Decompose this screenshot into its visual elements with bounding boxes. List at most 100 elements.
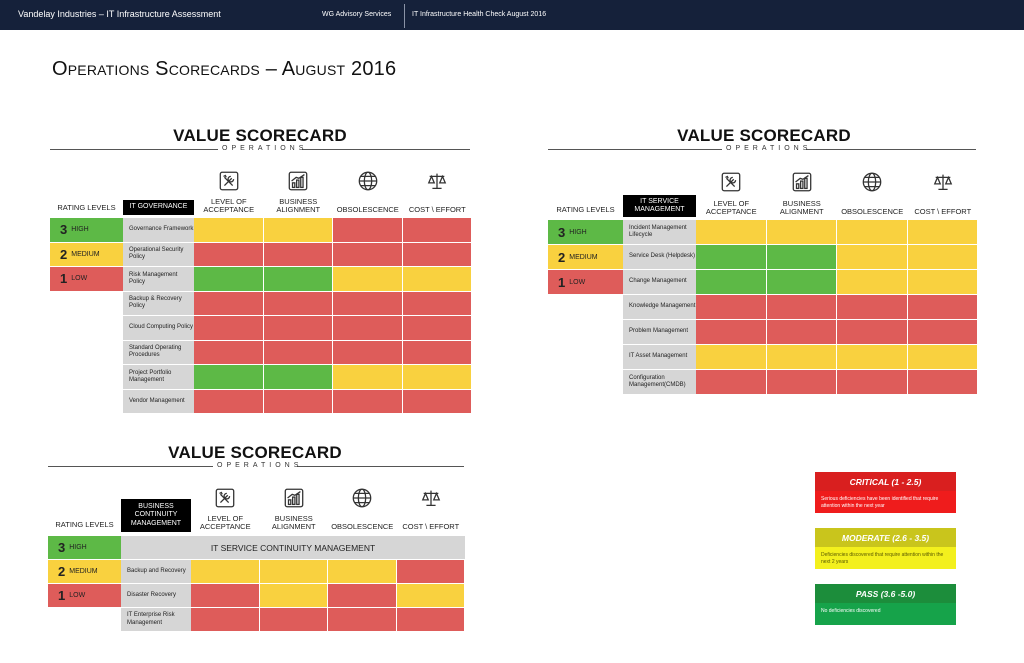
rating-number: 2 [60, 246, 68, 262]
column-header: BUSINESS ALIGNMENT [779, 198, 824, 217]
legend-description: No deficiencies discovered [815, 603, 956, 625]
rating-cell [766, 220, 837, 245]
rating-level-medium: 2 Medium [48, 560, 121, 583]
scorecard-title: VALUE SCORECARD [677, 126, 851, 145]
rating-levels-label: RATING LEVELS [556, 205, 615, 214]
rating-number: 1 [60, 271, 68, 287]
header-report-title: IT Infrastructure Health Check August 20… [412, 11, 547, 18]
rating-cell [402, 267, 472, 292]
rating-label: Low [569, 278, 586, 286]
rating-cell [907, 245, 978, 270]
rating-cell [696, 270, 767, 295]
rating-cell [766, 295, 837, 320]
column-header: OBSOLESCENCE [331, 522, 394, 532]
rating-cell [402, 389, 472, 414]
rating-level-high: 3 High [48, 536, 121, 559]
rating-number: 3 [58, 540, 66, 555]
rating-cell [263, 291, 333, 316]
rating-cell [402, 242, 472, 267]
column-header: LEVEL OF ACCEPTANCE [203, 196, 255, 215]
rating-cell [328, 584, 397, 608]
rating-level-high: 3 High [50, 218, 123, 242]
row-label: Problem Management [623, 320, 696, 345]
row-label: Incident Management Lifecycle [623, 220, 696, 245]
row-label: Risk Management Policy [123, 267, 194, 292]
row-label: Configuration Management(CMDB) [623, 370, 696, 395]
rating-levels-label: RATING LEVELS [57, 203, 116, 212]
section-span-label: IT SERVICE CONTINUITY MANAGEMENT [121, 536, 465, 559]
rating-cell [907, 345, 978, 370]
rating-cell [263, 218, 333, 243]
rating-level-low: 1 Low [50, 267, 123, 291]
rating-level-medium: 2 Medium [50, 242, 123, 266]
rating-cell [191, 560, 260, 584]
rating-cell [194, 291, 264, 316]
rating-label: Medium [71, 250, 100, 258]
legend-title: CRITICAL (1 - 2.5) [815, 472, 956, 491]
scales-icon [426, 170, 448, 192]
rating-cell [333, 389, 403, 414]
growth-chart-icon [283, 487, 305, 509]
rating-cell [766, 245, 837, 270]
header-divider [404, 4, 405, 28]
rating-label: Medium [569, 253, 598, 261]
rating-cell [907, 270, 978, 295]
header-company: WG Advisory Services [322, 11, 392, 18]
row-label: Disaster Recovery [121, 584, 191, 608]
row-label: Vendor Management [123, 389, 194, 414]
scorecard-subtitle: OPERATIONS [722, 145, 807, 152]
rating-cell [837, 345, 908, 370]
column-header: BUSINESS ALIGNMENT [276, 196, 321, 215]
rating-number: 1 [558, 274, 566, 290]
rating-number: 2 [58, 564, 66, 579]
rating-cell [333, 242, 403, 267]
rating-cell [259, 608, 328, 632]
rating-cell [194, 365, 264, 390]
rating-cell [191, 608, 260, 632]
column-header: OBSOLESCENCE [336, 205, 399, 215]
rating-cell [766, 270, 837, 295]
rating-cell [696, 370, 767, 395]
row-label: IT Asset Management [623, 345, 696, 370]
rating-cell [402, 316, 472, 341]
rating-number: 3 [60, 222, 68, 238]
rating-cell [263, 365, 333, 390]
row-label: Operational Security Policy [123, 242, 194, 267]
row-label: IT Enterprise Risk Management [121, 608, 191, 632]
row-label: Project Portfolio Management [123, 365, 194, 390]
rating-cell [333, 218, 403, 243]
column-header: BUSINESS ALIGNMENT [271, 513, 316, 532]
rating-level-medium: 2 Medium [548, 245, 623, 269]
rating-cell [837, 270, 908, 295]
rating-cell [333, 365, 403, 390]
rating-cell [263, 267, 333, 292]
rating-cell [766, 345, 837, 370]
rating-cell [194, 267, 264, 292]
row-label: Cloud Computing Policy [123, 316, 194, 341]
column-header: COST \ EFFORT [408, 205, 466, 215]
rating-cell [328, 560, 397, 584]
rating-cell [837, 245, 908, 270]
rating-cell [263, 340, 333, 365]
column-header: COST \ EFFORT [402, 522, 460, 532]
rating-cell [263, 242, 333, 267]
rating-cell [263, 389, 333, 414]
rating-cell [907, 220, 978, 245]
rating-cell [333, 340, 403, 365]
row-label: Backup & Recovery Policy [123, 291, 194, 316]
row-label: Backup and Recovery [121, 560, 191, 584]
rating-cell [396, 608, 465, 632]
growth-chart-icon [287, 170, 309, 192]
rating-cell [696, 245, 767, 270]
rating-cell [263, 316, 333, 341]
rating-cell [259, 560, 328, 584]
column-header: OBSOLESCENCE [841, 207, 904, 217]
rating-cell [259, 584, 328, 608]
rating-label: Low [69, 592, 86, 599]
category-header: BUSINESS CONTINUITY MANAGEMENT [121, 499, 191, 532]
rating-level-high: 3 High [548, 220, 623, 244]
rating-number: 1 [58, 588, 66, 603]
tools-icon [218, 170, 240, 192]
rating-label: Medium [69, 568, 98, 575]
legend-title: MODERATE (2.6 - 3.5) [815, 528, 956, 547]
